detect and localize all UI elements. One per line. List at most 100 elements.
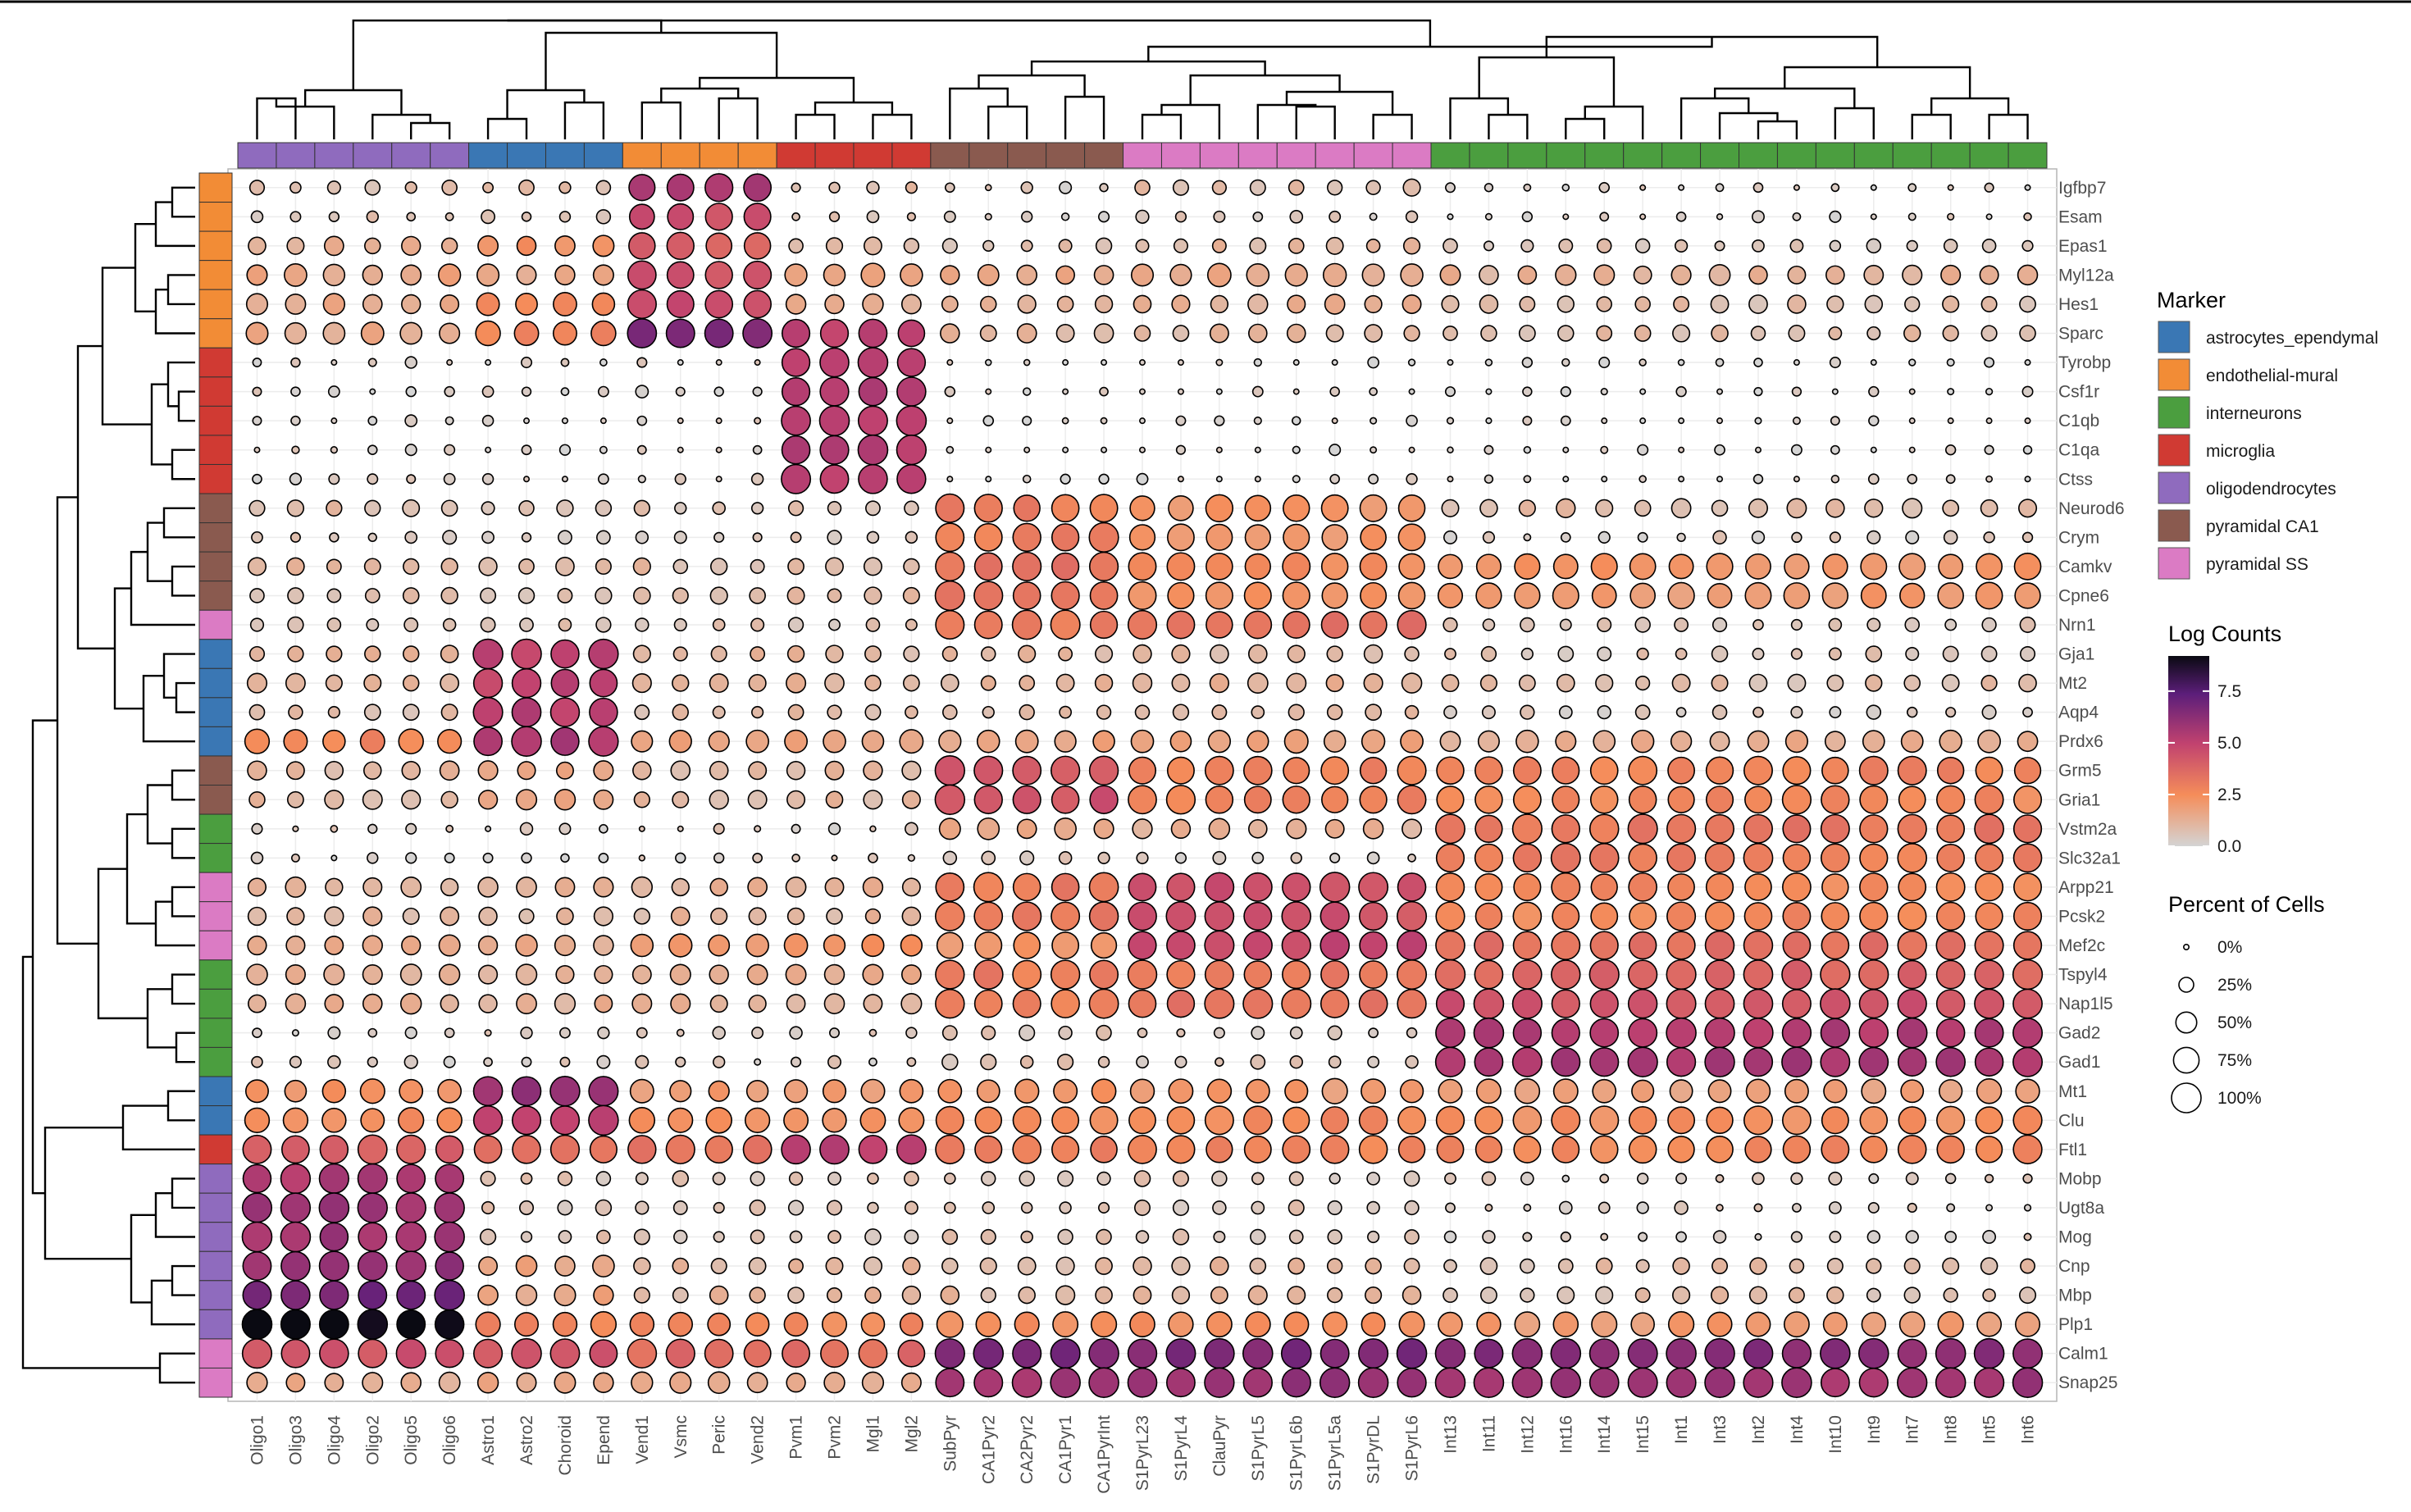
dot-Ftl1-S1PyrDL: [1358, 1135, 1388, 1164]
row-marker-Pcsk2: [198, 901, 233, 931]
dot-Igfbp7-Vsmc: [666, 173, 695, 202]
dot-C1qb-Choroid: [561, 417, 569, 425]
dot-Plp1-Pvm1: [783, 1312, 809, 1337]
row-marker-Mobp: [198, 1164, 233, 1194]
dot-Mef2c-Oligo4: [324, 936, 344, 955]
dot-Gja1-Int6: [2020, 646, 2036, 663]
dot-Nrn1-CA2Pyr2: [1011, 609, 1042, 640]
dot-C1qa-Int4: [1790, 444, 1803, 456]
dot-Mog-CA1Pyr2: [980, 1228, 996, 1246]
dot-Ftl1-Int7: [1897, 1135, 1927, 1164]
dot-Igfbp7-Int1: [1678, 184, 1685, 191]
gene-label-Gria1: Gria1: [2058, 790, 2100, 809]
row-dendrogram: [21, 186, 195, 1384]
dot-Mt1-S1PyrL5a: [1321, 1077, 1348, 1104]
dot-C1qa-S1PyrL23: [1139, 446, 1146, 453]
dot-Arpp21-CA2Pyr2: [1012, 872, 1041, 902]
col-marker-Astro2: [507, 142, 546, 169]
row-dendrogram-branch: [166, 361, 195, 408]
dot-Vstm2a-CA2Pyr2: [1016, 818, 1037, 840]
dot-Ftl1-SubPyr: [935, 1134, 965, 1164]
dot-Cpne6-Int13: [1437, 582, 1464, 608]
dot-Crym-Int5: [1983, 531, 1995, 544]
dot-Tspyl4-Int10: [1820, 959, 1851, 991]
row-dendrogram-branch: [121, 1104, 195, 1151]
dot-Ugt8a-Mgl2: [904, 1200, 918, 1215]
dot-Epas1-Int4: [1789, 239, 1804, 253]
dot-Mobp-Oligo6: [435, 1164, 465, 1194]
dot-Nap1l5-Int7: [1897, 988, 1927, 1019]
dot-Arpp21-Pvm2: [824, 877, 845, 897]
dot-Mobp-S1PyrL6: [1403, 1170, 1420, 1187]
dot-Gad2-Int15: [1628, 1018, 1658, 1048]
dot-Mt1-S1PyrL6: [1399, 1079, 1424, 1104]
dot-Epas1-Oligo3: [286, 236, 305, 255]
dot-Plp1-Oligo6: [434, 1309, 465, 1340]
dot-Sparc-Int10: [1828, 326, 1843, 340]
dot-Gad1-Epend: [596, 1054, 611, 1069]
dot-Csf1r-Int15: [1639, 388, 1647, 395]
dot-Prdx6-Oligo1: [244, 728, 271, 754]
dot-Crym-S1PyrL23: [1128, 524, 1156, 551]
dot-Tyrobp-Oligo4: [330, 359, 338, 367]
dot-Sparc-Int11: [1480, 325, 1497, 342]
dot-Camkv-Int15: [1629, 553, 1657, 581]
dot-Arpp21-Peric: [709, 877, 728, 897]
dot-Tyrobp-Int2: [1753, 358, 1763, 367]
dot-Mobp-S1PyrL5: [1251, 1172, 1265, 1186]
dot-Myl12a-Oligo2: [362, 264, 383, 286]
dot-Snap25-Epend: [593, 1372, 614, 1393]
dot-Pcsk2-Pvm1: [786, 907, 805, 926]
col-marker-Int11: [1469, 142, 1509, 169]
dot-Nrn1-Choroid: [558, 617, 572, 632]
dot-Mog-S1PyrL23: [1135, 1230, 1150, 1244]
dot-Gad2-Peric: [712, 1026, 726, 1040]
row-marker-Sparc: [198, 318, 233, 348]
dot-Esam-Peric: [704, 203, 733, 231]
dot-C1qb-Int1: [1678, 417, 1685, 425]
dot-Myl12a-S1PyrL5: [1246, 263, 1270, 287]
dot-Mbp-Int15: [1634, 1287, 1651, 1304]
dot-Prdx6-S1PyrL6: [1400, 729, 1424, 754]
dot-Calm1-Int11: [1474, 1338, 1504, 1369]
dot-Ftl1-Int1: [1667, 1136, 1695, 1164]
marker-legend-label: microglia: [2206, 442, 2275, 461]
dot-Ctss-S1PyrDL: [1368, 473, 1379, 485]
dot-Esam-Int12: [1521, 211, 1534, 223]
dot-Crym-Int7: [1905, 530, 1920, 544]
dot-Mef2c-CA1PyrInt: [1090, 931, 1118, 959]
dot-Neurod6-Oligo5: [402, 499, 421, 517]
dot-C1qb-S1PyrL23: [1139, 417, 1146, 425]
dot-Gria1-S1PyrL23: [1128, 785, 1157, 815]
dot-Calm1-S1PyrL5: [1242, 1337, 1274, 1369]
dot-Plp1-Int6: [2015, 1311, 2041, 1337]
dot-Gad1-Pvm2: [827, 1054, 842, 1069]
dot-Aqp4-Mgl2: [905, 705, 918, 719]
dot-Nrn1-Int16: [1559, 618, 1572, 631]
dot-Nap1l5-Vsmc: [670, 993, 691, 1014]
percent-cells-legend-title: Percent of Cells: [2168, 892, 2325, 917]
dot-Nrn1-S1PyrL23: [1127, 609, 1158, 640]
dot-Camkv-S1PyrL5: [1244, 553, 1271, 581]
dot-Snap25-ClauPyr: [1204, 1367, 1235, 1398]
dot-Mbp-Pvm2: [826, 1287, 843, 1304]
dot-Gad2-Int3: [1704, 1017, 1735, 1049]
dot-Csf1r-Oligo3: [290, 386, 301, 397]
dot-Epas1-Int1: [1674, 239, 1689, 253]
dot-Tyrobp-CA1Pyr2: [984, 358, 992, 367]
dot-Mog-Int13: [1443, 1230, 1457, 1244]
gene-label-Ugt8a: Ugt8a: [2058, 1199, 2104, 1218]
dot-Ctss-S1PyrL5a: [1329, 473, 1340, 485]
dot-Esam-Epend: [595, 209, 612, 225]
cell-label-Astro2: Astro2: [517, 1415, 536, 1465]
dot-Tyrobp-S1PyrL4: [1177, 359, 1184, 367]
dot-Mef2c-Int5: [1974, 930, 2004, 961]
dot-Calm1-CA1Pyr1: [1050, 1338, 1081, 1369]
dot-Prdx6-Oligo5: [398, 728, 424, 754]
dot-Aqp4-Int10: [1829, 706, 1842, 719]
dot-Cnp-Peric: [710, 1257, 727, 1275]
dot-Clu-Int5: [1975, 1106, 2003, 1135]
dot-Pcsk2-S1PyrL23: [1128, 901, 1157, 931]
column-dendrogram-branch: [506, 89, 586, 119]
row-marker-Gria1: [198, 785, 233, 815]
